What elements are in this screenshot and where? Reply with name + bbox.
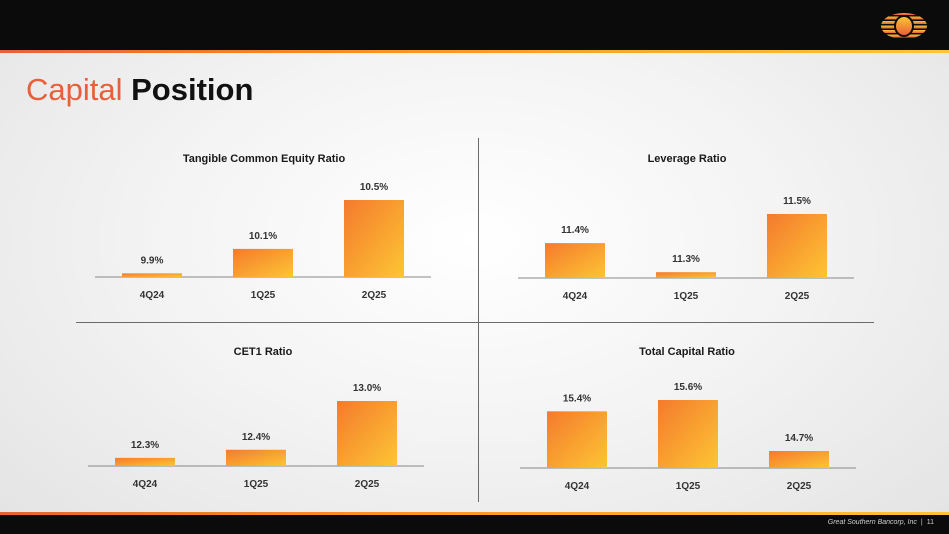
header-accent-stripe: [0, 50, 949, 53]
data-label-1Q25: 11.3%: [672, 254, 700, 265]
bar-2Q25: [344, 200, 404, 277]
company-logo-icon: [881, 13, 927, 38]
chart-panel-total-capital: Total Capital Ratio 15.4% 4Q24 15.6% 1Q25 14…: [500, 346, 874, 506]
bar-4Q24: [122, 273, 182, 277]
bar-chart: 15.4% 4Q24 15.6% 1Q25 14.7% 2Q25: [520, 382, 856, 492]
page-title-part1: Capital: [26, 72, 123, 107]
bar-4Q24: [115, 457, 175, 466]
page-title-part2: Position: [131, 72, 254, 107]
chart-panel-tce: Tangible Common Equity Ratio 9.9% 4Q24 10.…: [77, 152, 451, 312]
data-label-4Q24: 12.3%: [131, 440, 159, 451]
x-tick-label-2Q25: 2Q25: [785, 291, 810, 302]
footer: Great Southern Bancorp, Inc | 11: [828, 519, 934, 526]
chart-panel-leverage: Leverage Ratio 11.4% 4Q24 11.3% 1Q25 11.5% 2Q…: [500, 152, 874, 312]
x-tick-label-4Q24: 4Q24: [140, 290, 165, 301]
bar-4Q24: [545, 243, 605, 278]
data-label-2Q25: 11.5%: [783, 196, 811, 207]
bar-chart: 12.3% 4Q24 12.4% 1Q25 13.0% 2Q25: [88, 383, 424, 490]
x-tick-label-4Q24: 4Q24: [563, 291, 588, 302]
bar-2Q25: [337, 401, 397, 466]
bar-4Q24: [547, 411, 607, 468]
page-title: Capital Position: [26, 70, 253, 110]
bar-chart: 9.9% 4Q24 10.1% 1Q25 10.5% 2Q25: [95, 182, 431, 301]
x-tick-label-2Q25: 2Q25: [787, 481, 812, 492]
chart-title: Tangible Common Equity Ratio: [182, 153, 346, 165]
chart-panel-cet1: CET1 Ratio 12.3% 4Q24 12.4% 1Q25 13.0% 2Q25: [76, 346, 450, 506]
chart-title: CET1 Ratio: [233, 346, 293, 358]
x-tick-label-1Q25: 1Q25: [244, 479, 269, 490]
bar-1Q25: [656, 272, 716, 278]
data-label-4Q24: 11.4%: [561, 225, 589, 236]
data-label-1Q25: 12.4%: [242, 432, 270, 443]
page-number: 11: [926, 519, 934, 526]
bar-chart: 11.4% 4Q24 11.3% 1Q25 11.5% 2Q25: [518, 196, 854, 302]
horizontal-divider: [76, 322, 874, 323]
data-label-1Q25: 10.1%: [249, 231, 277, 242]
footer-separator: |: [920, 519, 923, 526]
chart-title: Total Capital Ratio: [639, 346, 735, 358]
data-label-2Q25: 14.7%: [785, 433, 813, 444]
x-tick-label-4Q24: 4Q24: [565, 481, 590, 492]
bar-1Q25: [658, 400, 718, 468]
data-label-2Q25: 10.5%: [360, 182, 388, 193]
bar-2Q25: [767, 214, 827, 278]
x-tick-label-1Q25: 1Q25: [676, 481, 701, 492]
data-label-2Q25: 13.0%: [353, 383, 381, 394]
footer-bar: [0, 512, 949, 534]
bar-1Q25: [226, 449, 286, 466]
data-label-4Q24: 15.4%: [563, 393, 591, 404]
x-tick-label-1Q25: 1Q25: [251, 290, 276, 301]
footer-accent-stripe: [0, 512, 949, 515]
footer-company: Great Southern Bancorp, Inc: [827, 519, 917, 526]
data-label-1Q25: 15.6%: [674, 382, 702, 393]
bar-2Q25: [769, 451, 829, 468]
data-label-4Q24: 9.9%: [141, 255, 164, 266]
chart-title: Leverage Ratio: [647, 153, 727, 165]
x-tick-label-1Q25: 1Q25: [674, 291, 699, 302]
x-tick-label-4Q24: 4Q24: [133, 479, 158, 490]
x-tick-label-2Q25: 2Q25: [355, 479, 380, 490]
vertical-divider: [478, 138, 479, 502]
x-tick-label-2Q25: 2Q25: [362, 290, 387, 301]
header-bar: [0, 0, 949, 50]
bar-1Q25: [233, 248, 293, 277]
